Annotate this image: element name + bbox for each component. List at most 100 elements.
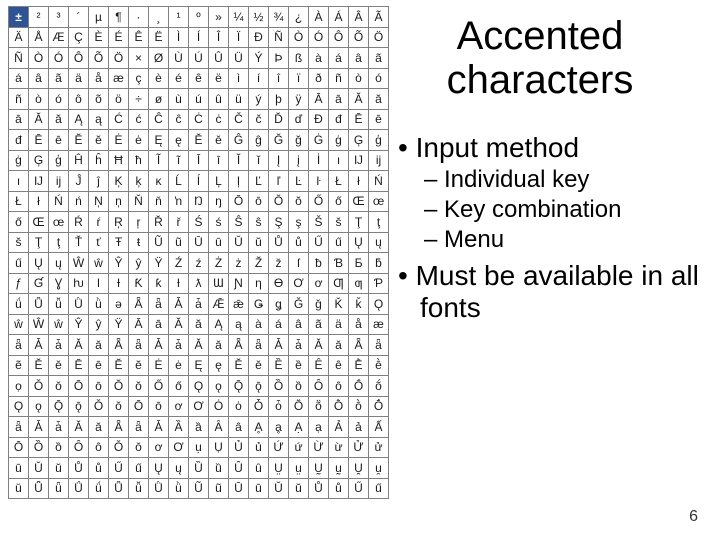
- char-cell: ü: [229, 89, 249, 110]
- char-cell: ŋ: [209, 191, 229, 212]
- char-cell: ĺ: [189, 171, 209, 192]
- char-cell: Ǎ: [69, 335, 89, 356]
- char-cell: ſ: [289, 253, 309, 274]
- char-cell: ơ: [309, 273, 329, 294]
- char-cell: ŭ: [49, 458, 69, 479]
- char-cell: Ä: [9, 27, 29, 48]
- char-cell: ǚ: [49, 294, 69, 315]
- char-cell: Ǭ: [49, 396, 69, 417]
- char-cell: ȍ: [49, 437, 69, 458]
- char-cell: ṷ: [369, 458, 389, 479]
- char-cell: À: [309, 7, 329, 28]
- char-cell: å: [89, 68, 109, 89]
- char-cell: Ɓ: [329, 253, 349, 274]
- char-cell: ġ: [9, 150, 29, 171]
- char-cell: ů: [329, 478, 349, 499]
- char-cell: Õ: [89, 48, 109, 69]
- char-cell: Ǭ: [229, 376, 249, 397]
- char-cell: Û: [209, 48, 229, 69]
- char-cell: Ũ: [189, 478, 209, 499]
- char-cell: Ñ: [269, 27, 289, 48]
- char-cell: ů: [289, 232, 309, 253]
- char-cell: ṑ: [349, 396, 369, 417]
- char-cell: å: [349, 314, 369, 335]
- char-cell: Ǡ: [29, 417, 49, 438]
- char-cell: õ: [89, 89, 109, 110]
- char-cell: Ŋ: [189, 191, 209, 212]
- char-cell: Æ: [49, 27, 69, 48]
- char-cell: ŏ: [129, 376, 149, 397]
- char-cell: â: [289, 314, 309, 335]
- char-cell: ı: [329, 150, 349, 171]
- char-cell: Ų: [29, 253, 49, 274]
- char-cell: ś: [209, 212, 229, 233]
- character-table: ±²³´µ¶·¸¹º»¼½¾¿ÀÁÂÃÄÅÆÇÈÉÊËÌÍÎÏÐÑÒÓÔÕÖÑÒ…: [8, 6, 389, 499]
- char-cell: ƛ: [189, 273, 209, 294]
- char-cell: Ų: [349, 232, 369, 253]
- char-cell: ǎ: [89, 335, 109, 356]
- char-cell: Ę: [149, 130, 169, 151]
- char-cell: Ł: [329, 171, 349, 192]
- char-cell: Ż: [209, 253, 229, 274]
- char-cell: Ɵ: [269, 273, 289, 294]
- char-cell: Ǟ: [349, 335, 369, 356]
- char-cell: ŷ: [89, 314, 109, 335]
- char-cell: â: [349, 48, 369, 69]
- char-cell: ǎ: [209, 335, 229, 356]
- char-cell: Ř: [149, 212, 169, 233]
- char-cell: ǒ: [109, 396, 129, 417]
- char-cell: ă: [189, 314, 209, 335]
- char-cell: Ǧ: [289, 294, 309, 315]
- char-cell: Å: [29, 27, 49, 48]
- char-cell: Ő: [309, 191, 329, 212]
- char-cell: ų: [49, 253, 69, 274]
- char-cell: Ǡ: [29, 335, 49, 356]
- char-cell: ũ: [169, 232, 189, 253]
- char-cell: Ṍ: [349, 376, 369, 397]
- char-cell: ƣ: [349, 273, 369, 294]
- char-cell: ĭ: [249, 150, 269, 171]
- char-cell: Ǫ: [369, 294, 389, 315]
- char-cell: ı: [9, 171, 29, 192]
- char-cell: ẽ: [9, 355, 29, 376]
- char-cell: Ạ: [289, 417, 309, 438]
- char-cell: Ṳ: [269, 458, 289, 479]
- char-cell: ŝ: [249, 212, 269, 233]
- char-cell: ƞ: [249, 273, 269, 294]
- char-cell: ử: [369, 437, 389, 458]
- char-cell: ǡ: [189, 294, 209, 315]
- char-cell: š: [9, 232, 29, 253]
- char-cell: Ê: [129, 27, 149, 48]
- char-cell: ǜ: [89, 294, 109, 315]
- char-cell: ã: [369, 48, 389, 69]
- char-cell: Ô: [329, 27, 349, 48]
- char-cell: ū: [9, 458, 29, 479]
- char-cell: ĸ: [149, 171, 169, 192]
- char-cell: Ò: [29, 48, 49, 69]
- char-cell: ´: [69, 7, 89, 28]
- char-cell: Ē: [29, 130, 49, 151]
- char-cell: Ľ: [249, 171, 269, 192]
- slide-title: Accented characters: [400, 14, 680, 102]
- char-cell: ē: [49, 130, 69, 151]
- char-cell: Ź: [169, 253, 189, 274]
- char-cell: Ŏ: [109, 376, 129, 397]
- char-cell: Ĭ: [229, 150, 249, 171]
- char-cell: ủ: [249, 437, 269, 458]
- char-cell: é: [169, 68, 189, 89]
- char-cell: È: [89, 27, 109, 48]
- char-cell: ģ: [369, 130, 389, 151]
- char-cell: ŵ: [49, 314, 69, 335]
- char-cell: Â: [349, 7, 369, 28]
- char-cell: Ń: [49, 191, 69, 212]
- char-cell: ǒ: [49, 376, 69, 397]
- char-cell: Ǎ: [309, 335, 329, 356]
- char-cell: ñ: [329, 68, 349, 89]
- char-cell: đ: [9, 130, 29, 151]
- char-cell: Ě: [229, 355, 249, 376]
- char-cell: Ĵ: [69, 171, 89, 192]
- char-cell: ħ: [129, 150, 149, 171]
- char-cell: Ŭ: [29, 458, 49, 479]
- char-cell: Ơ: [169, 437, 189, 458]
- char-cell: ý: [249, 89, 269, 110]
